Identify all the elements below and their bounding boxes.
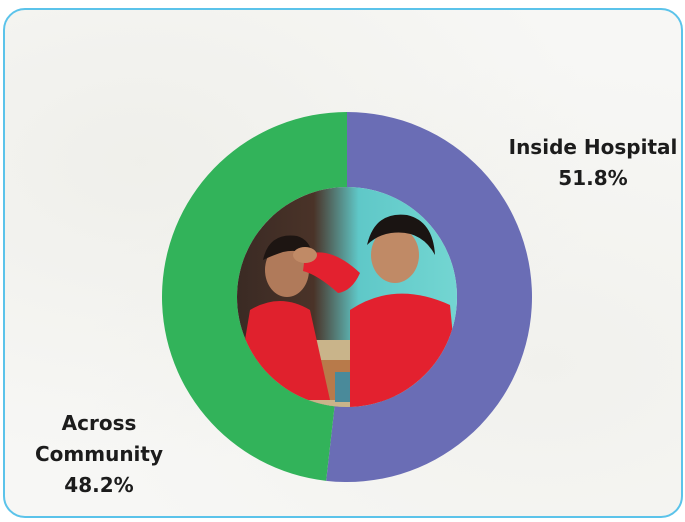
slice-name-across-community-2: Community [34,442,164,466]
slice-name-across-community: Across [61,411,137,435]
slice-value-inside-hospital: 51.8% [558,166,628,190]
donut-chart [162,112,532,482]
slice-label-across-community: Across Community 48.2% [19,408,179,501]
slice-label-inside-hospital: Inside Hospital 51.8% [498,132,681,194]
chart-card: Inside Hospital 51.8% Across Community 4… [3,8,683,518]
slice-name-inside-hospital: Inside Hospital [508,135,678,159]
slice-value-across-community: 48.2% [64,473,134,497]
slice-across-community [162,112,347,481]
donut-slices [162,112,532,482]
slice-inside-hospital [326,112,532,482]
